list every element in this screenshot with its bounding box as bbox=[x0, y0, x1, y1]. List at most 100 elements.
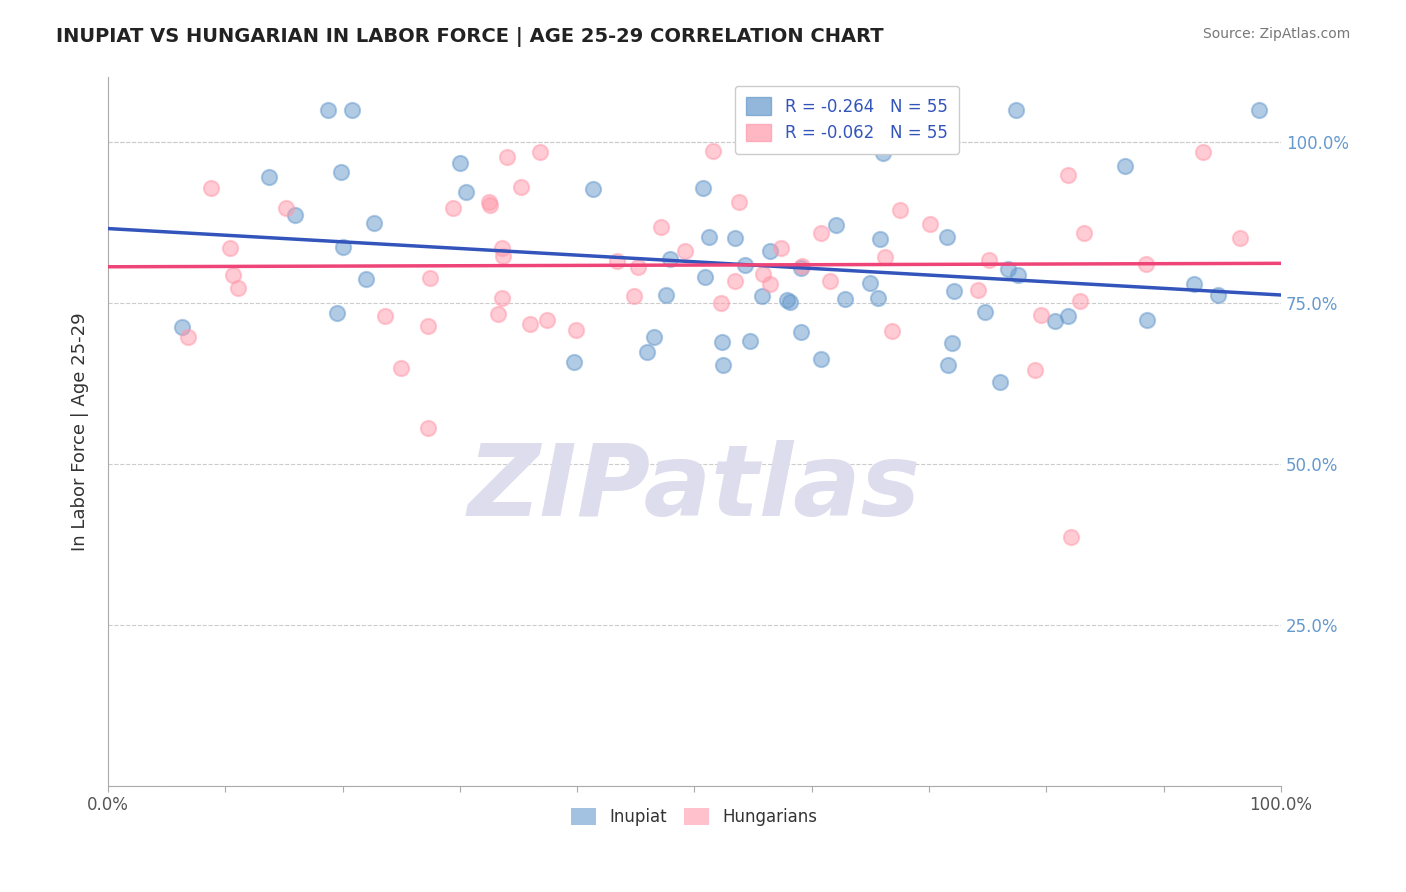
Hungarians bbox=[1229, 230, 1251, 244]
Inupiat bbox=[759, 244, 782, 259]
Hungarians bbox=[751, 267, 773, 281]
Inupiat bbox=[790, 325, 813, 339]
Inupiat bbox=[710, 334, 733, 349]
Hungarians bbox=[606, 254, 628, 268]
Inupiat bbox=[1004, 103, 1026, 117]
Inupiat bbox=[1043, 313, 1066, 327]
Inupiat bbox=[936, 358, 959, 372]
Inupiat bbox=[693, 270, 716, 285]
Hungarians bbox=[536, 312, 558, 326]
Hungarians bbox=[509, 180, 531, 194]
Inupiat bbox=[284, 208, 307, 222]
Inupiat bbox=[824, 218, 846, 232]
Hungarians bbox=[478, 198, 501, 212]
Inupiat bbox=[779, 294, 801, 309]
Hungarians bbox=[810, 226, 832, 240]
Inupiat bbox=[734, 258, 756, 272]
Inupiat bbox=[643, 330, 665, 344]
Hungarians bbox=[491, 291, 513, 305]
Hungarians bbox=[389, 361, 412, 376]
Hungarians bbox=[492, 249, 515, 263]
Hungarians bbox=[818, 274, 841, 288]
Hungarians bbox=[724, 274, 747, 288]
Inupiat bbox=[449, 156, 471, 170]
Inupiat bbox=[363, 216, 385, 230]
Inupiat bbox=[724, 231, 747, 245]
Hungarians bbox=[728, 195, 751, 210]
Inupiat bbox=[751, 288, 773, 302]
Hungarians bbox=[219, 242, 242, 256]
Inupiat bbox=[582, 182, 605, 196]
Inupiat bbox=[1182, 277, 1205, 291]
Inupiat bbox=[1114, 159, 1136, 173]
Inupiat bbox=[1056, 309, 1078, 323]
Hungarians bbox=[519, 318, 541, 332]
Inupiat bbox=[259, 169, 281, 184]
Hungarians bbox=[623, 289, 645, 303]
Hungarians bbox=[875, 250, 897, 264]
Inupiat bbox=[810, 351, 832, 366]
Hungarians bbox=[650, 220, 672, 235]
Legend: Inupiat, Hungarians: Inupiat, Hungarians bbox=[564, 799, 825, 834]
Inupiat bbox=[454, 186, 477, 200]
Text: Source: ZipAtlas.com: Source: ZipAtlas.com bbox=[1202, 27, 1350, 41]
Hungarians bbox=[979, 253, 1001, 268]
Inupiat bbox=[990, 375, 1012, 389]
Inupiat bbox=[354, 271, 377, 285]
Inupiat bbox=[316, 103, 339, 117]
Hungarians bbox=[797, 128, 820, 143]
Hungarians bbox=[702, 145, 724, 159]
Hungarians bbox=[759, 277, 782, 291]
Inupiat bbox=[329, 165, 352, 179]
Hungarians bbox=[1024, 363, 1046, 377]
Inupiat bbox=[170, 319, 193, 334]
Inupiat bbox=[332, 239, 354, 253]
Inupiat bbox=[872, 146, 894, 161]
Hungarians bbox=[491, 241, 513, 255]
Hungarians bbox=[416, 421, 439, 435]
Hungarians bbox=[419, 271, 441, 285]
Inupiat bbox=[636, 344, 658, 359]
Inupiat bbox=[866, 291, 889, 305]
Hungarians bbox=[529, 145, 551, 160]
Hungarians bbox=[486, 307, 509, 321]
Hungarians bbox=[565, 323, 588, 337]
Hungarians bbox=[200, 180, 222, 194]
Inupiat bbox=[659, 252, 682, 266]
Inupiat bbox=[697, 230, 720, 244]
Inupiat bbox=[943, 285, 966, 299]
Hungarians bbox=[626, 260, 648, 275]
Inupiat bbox=[776, 293, 799, 308]
Y-axis label: In Labor Force | Age 25-29: In Labor Force | Age 25-29 bbox=[72, 312, 89, 551]
Inupiat bbox=[941, 335, 963, 350]
Inupiat bbox=[790, 261, 813, 276]
Hungarians bbox=[1057, 169, 1080, 183]
Hungarians bbox=[274, 201, 297, 215]
Inupiat bbox=[859, 276, 882, 290]
Inupiat bbox=[340, 103, 363, 117]
Hungarians bbox=[1031, 308, 1053, 322]
Hungarians bbox=[416, 319, 439, 334]
Hungarians bbox=[443, 201, 465, 215]
Inupiat bbox=[711, 358, 734, 372]
Hungarians bbox=[673, 244, 696, 258]
Hungarians bbox=[967, 283, 990, 297]
Hungarians bbox=[226, 281, 249, 295]
Hungarians bbox=[889, 203, 911, 218]
Hungarians bbox=[177, 330, 200, 344]
Hungarians bbox=[880, 324, 903, 338]
Inupiat bbox=[655, 288, 678, 302]
Hungarians bbox=[918, 217, 941, 231]
Inupiat bbox=[974, 305, 997, 319]
Inupiat bbox=[325, 306, 347, 320]
Inupiat bbox=[1007, 268, 1029, 282]
Inupiat bbox=[935, 229, 957, 244]
Hungarians bbox=[496, 150, 519, 164]
Hungarians bbox=[710, 296, 733, 310]
Text: INUPIAT VS HUNGARIAN IN LABOR FORCE | AGE 25-29 CORRELATION CHART: INUPIAT VS HUNGARIAN IN LABOR FORCE | AG… bbox=[56, 27, 884, 46]
Hungarians bbox=[374, 309, 396, 323]
Hungarians bbox=[1073, 226, 1095, 240]
Hungarians bbox=[1060, 530, 1083, 544]
Text: ZIPatlas: ZIPatlas bbox=[468, 440, 921, 537]
Hungarians bbox=[1135, 257, 1157, 271]
